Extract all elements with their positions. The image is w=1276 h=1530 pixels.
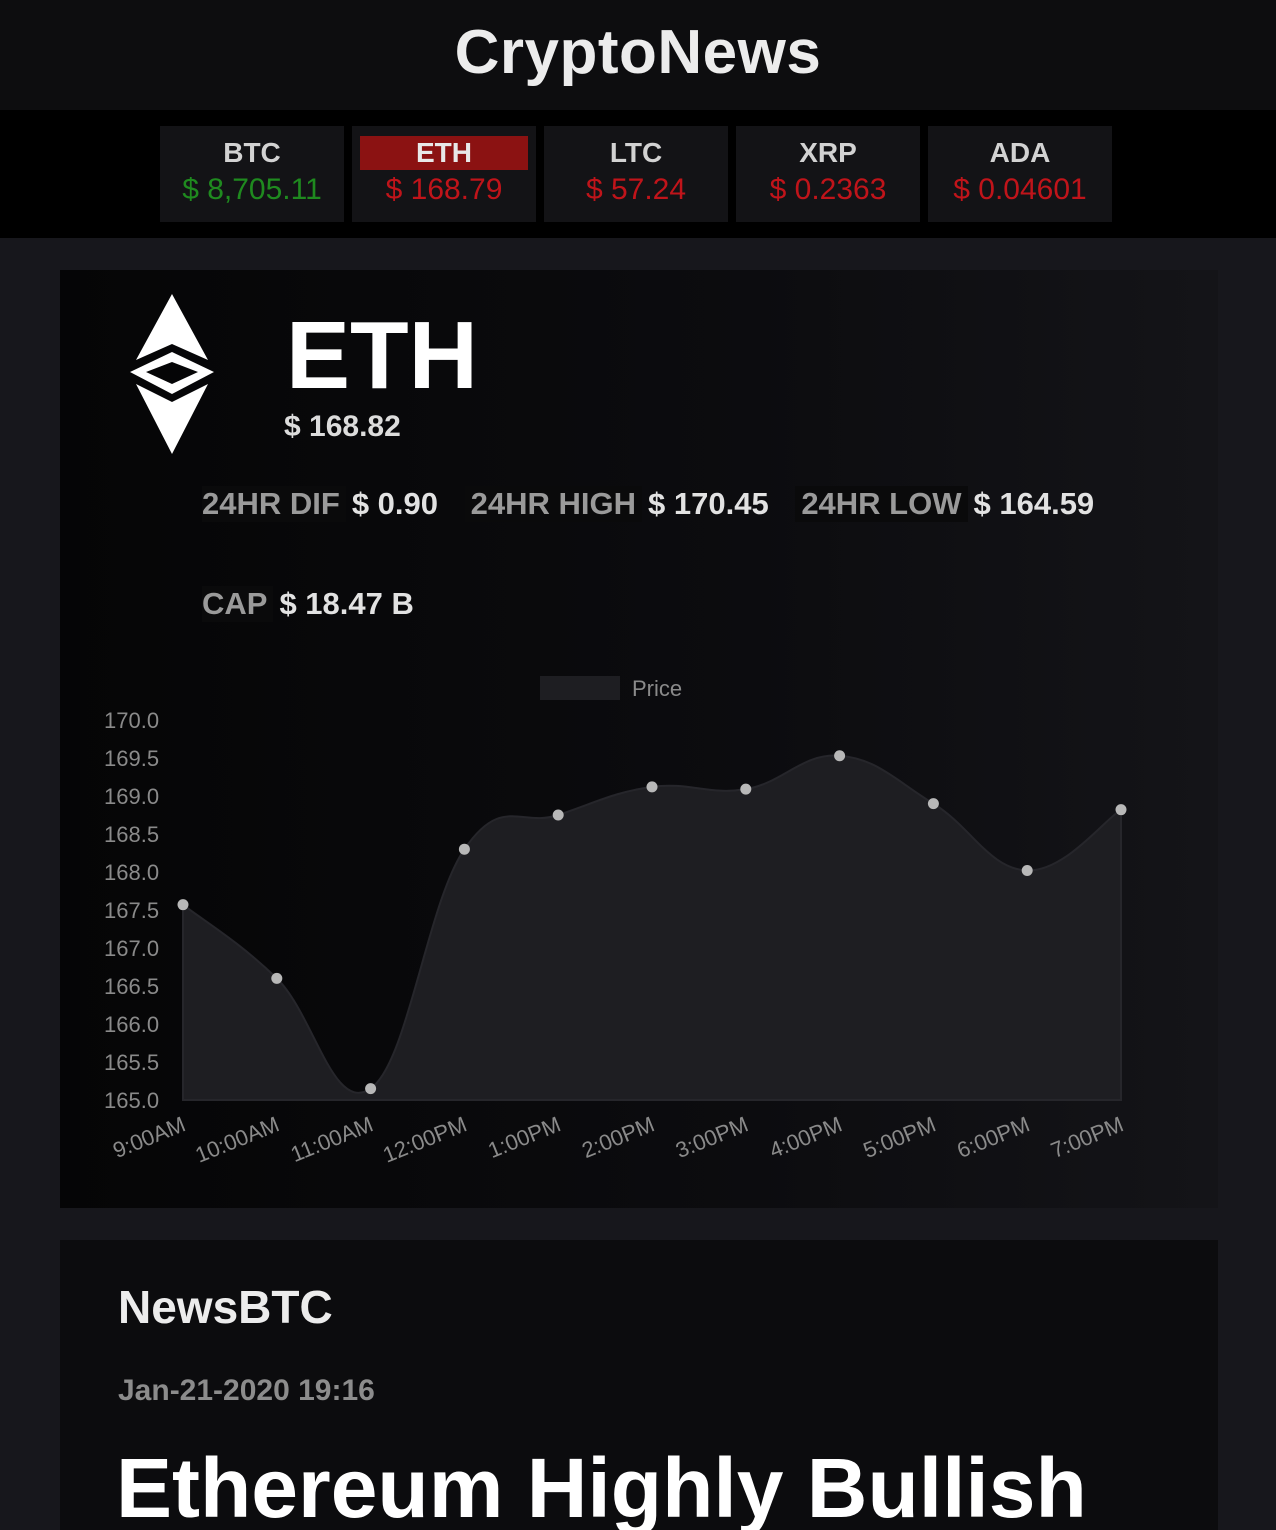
y-axis: 170.0 169.5 169.0 168.5 168.0 167.5 167.0 166.5… <box>104 708 159 1113</box>
stat-label-low: 24HR LOW <box>795 486 968 522</box>
coin-symbol: ETH <box>286 302 478 409</box>
x-tick-label: 3:00PM <box>672 1111 752 1163</box>
ticker-symbol: LTC <box>609 137 663 168</box>
x-tick-label: 4:00PM <box>766 1111 846 1163</box>
data-point-3:00PM[interactable] <box>740 783 752 795</box>
y-tick-label: 168.5 <box>104 822 159 847</box>
stat-value-high: $ 170.45 <box>648 486 769 521</box>
stat-value-low: $ 164.59 <box>973 486 1095 521</box>
y-tick-label: 169.5 <box>104 746 159 771</box>
ticker-symbol: ETH <box>360 136 528 170</box>
news-card[interactable]: NewsBTC Jan-21-2020 19:16 Ethereum Highl… <box>60 1240 1218 1530</box>
news-headline[interactable]: Ethereum Highly Bullish <box>116 1441 1087 1530</box>
ticker-price: $ 57.24 <box>585 173 687 206</box>
ticker-item-btc[interactable]: BTC $ 8,705.11 <box>160 126 344 222</box>
data-point-4:00PM[interactable] <box>834 750 846 762</box>
app-title: CryptoNews <box>454 17 822 87</box>
stat-label-dif: 24HR DIF <box>202 486 346 522</box>
y-tick-label: 168.0 <box>104 860 159 885</box>
coin-detail-panel: ETH $ 168.82 24HR DIF $ 0.90 24HR HIGH $ 1… <box>60 270 1218 1208</box>
ethereum-classic-icon <box>130 294 214 454</box>
y-tick-label: 169.0 <box>104 784 159 809</box>
x-tick-label: 1:00PM <box>484 1111 564 1163</box>
data-point-2:00PM[interactable] <box>646 781 658 793</box>
ticker-price: $ 8,705.11 <box>182 173 322 206</box>
stats-row-cap: CAP $ 18.47 B <box>202 586 432 622</box>
ticker-bar: BTC $ 8,705.11 ETH $ 168.79 LTC $ 57.24 … <box>0 110 1276 238</box>
price-area <box>182 754 1122 1101</box>
ticker-price: $ 168.79 <box>385 173 503 206</box>
y-tick-label: 166.0 <box>104 1012 159 1037</box>
x-tick-label: 11:00AM <box>287 1111 376 1167</box>
data-point-6:00PM[interactable] <box>1021 864 1033 876</box>
data-point-12:00PM[interactable] <box>458 843 470 855</box>
x-tick-label: 10:00AM <box>192 1111 283 1167</box>
price-chart: Price 170.0 169.5 169.0 168.5 168.0 167.5 167.… <box>104 676 1127 1168</box>
ticker-item-ltc[interactable]: LTC $ 57.24 <box>544 126 728 222</box>
y-tick-label: 170.0 <box>104 708 159 733</box>
data-point-1:00PM[interactable] <box>552 809 564 821</box>
data-point-10:00AM[interactable] <box>271 972 283 984</box>
ticker-price: $ 0.2363 <box>769 173 887 206</box>
ticker-item-eth[interactable]: ETH $ 168.79 <box>352 126 536 222</box>
y-tick-label: 165.0 <box>104 1088 159 1113</box>
stat-value-dif: $ 0.90 <box>351 486 439 521</box>
data-point-7:00PM[interactable] <box>1115 804 1127 816</box>
x-tick-label: 5:00PM <box>860 1111 940 1163</box>
y-tick-label: 167.5 <box>104 898 159 923</box>
x-tick-label: 6:00PM <box>953 1111 1033 1163</box>
coin-price: $ 168.82 <box>284 410 401 443</box>
y-tick-label: 167.0 <box>104 936 159 961</box>
y-tick-label: 165.5 <box>104 1050 159 1075</box>
legend-swatch[interactable] <box>540 676 620 700</box>
x-axis: 9:00AM 10:00AM 11:00AM 12:00PM 1:00PM 2:00PM 3… <box>109 1111 1127 1167</box>
stat-label-high: 24HR HIGH <box>464 486 643 522</box>
ticker-item-xrp[interactable]: XRP $ 0.2363 <box>736 126 920 222</box>
ticker-symbol: BTC <box>223 137 281 168</box>
y-tick-label: 166.5 <box>104 974 159 999</box>
ticker-symbol: XRP <box>799 137 857 168</box>
stat-label-cap: CAP <box>202 586 274 622</box>
x-tick-label: 2:00PM <box>578 1111 658 1163</box>
news-source: NewsBTC <box>118 1281 333 1333</box>
app-header: CryptoNews <box>0 0 1276 110</box>
ticker-price: $ 0.04601 <box>953 173 1087 206</box>
x-tick-label: 9:00AM <box>109 1111 189 1163</box>
x-tick-label: 7:00PM <box>1047 1111 1127 1163</box>
stats-row-24hr: 24HR DIF $ 0.90 24HR HIGH $ 170.45 24HR LO… <box>202 486 1112 522</box>
legend-label[interactable]: Price <box>632 676 682 701</box>
data-point-5:00PM[interactable] <box>927 798 939 810</box>
ticker-symbol: ADA <box>989 137 1051 168</box>
stat-value-cap: $ 18.47 B <box>279 586 414 621</box>
ticker-item-ada[interactable]: ADA $ 0.04601 <box>928 126 1112 222</box>
news-date: Jan-21-2020 19:16 <box>118 1374 375 1407</box>
data-point-11:00AM[interactable] <box>365 1083 377 1095</box>
x-tick-label: 12:00PM <box>379 1111 470 1167</box>
data-point-9:00AM[interactable] <box>177 899 189 911</box>
data-points <box>177 750 1127 1095</box>
